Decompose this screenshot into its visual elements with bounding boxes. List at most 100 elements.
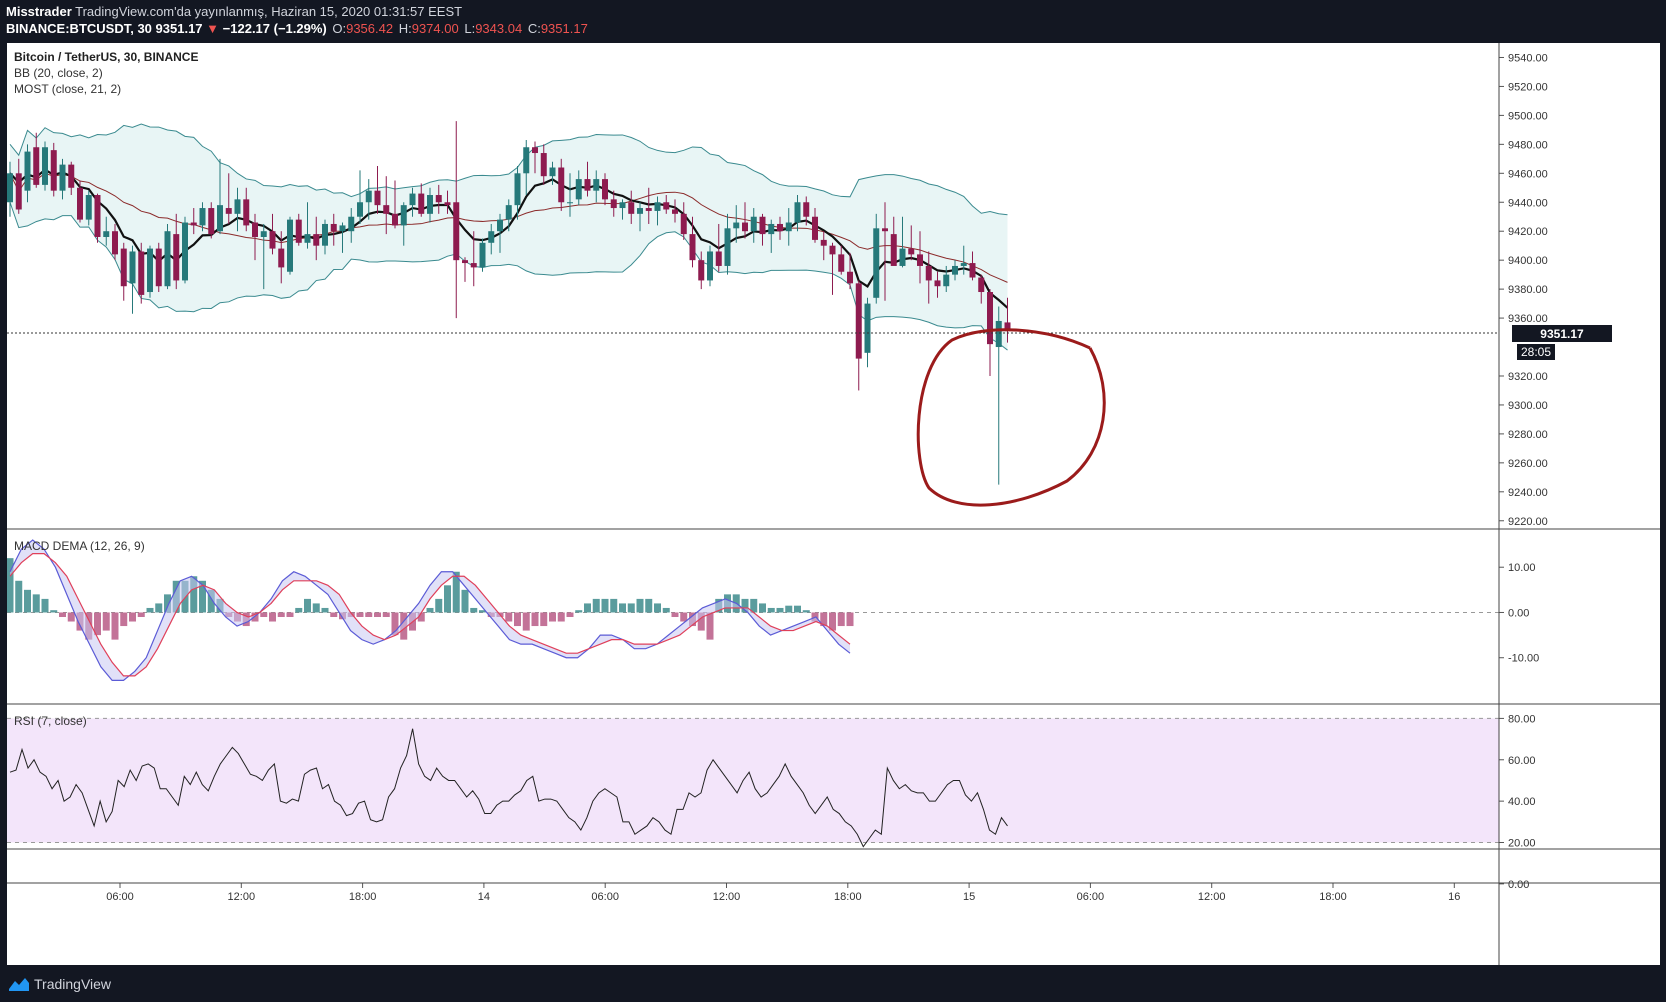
candle [339, 222, 346, 253]
macd-hist-bar [575, 610, 583, 613]
footer-brand[interactable]: TradingView [34, 976, 112, 992]
candle [383, 176, 390, 235]
candle [952, 260, 958, 281]
candle [59, 158, 66, 200]
candle-body [217, 205, 223, 232]
candle-body [164, 231, 171, 287]
candle [129, 245, 136, 314]
candle [50, 142, 57, 197]
candle-body [733, 222, 740, 229]
candle [777, 216, 783, 240]
candle-body [330, 223, 337, 232]
price-tick-label: 9400.00 [1508, 255, 1548, 267]
macd-hist-bar [444, 585, 451, 613]
candle [190, 208, 197, 235]
last-price-tag: 9351.17 [1512, 325, 1612, 342]
macd-hist-bar [461, 589, 469, 613]
candle [540, 144, 547, 185]
candle-body [252, 222, 258, 237]
candle-body [899, 248, 906, 266]
macd-hist-bar [802, 610, 810, 613]
candle [750, 208, 757, 243]
candle-body [470, 263, 477, 268]
candle [225, 173, 232, 224]
time-tick-label: 14 [478, 891, 490, 903]
chart-area[interactable]: 9540.00 9520.00 9500.00 9480.00 9460.00 9440.… [7, 43, 1660, 965]
macd-hist-bar [365, 612, 373, 617]
candle-body [322, 223, 328, 246]
candle-body [567, 202, 573, 204]
candle-body [680, 213, 687, 235]
candle-body [794, 202, 801, 223]
price-tick-label: 9220.00 [1508, 516, 1548, 528]
macd-hist-bar [15, 580, 23, 613]
candle-body [785, 222, 792, 232]
candle-body [234, 199, 241, 214]
ohlc-line: BINANCE:BTCUSDT, 30 9351.17 ▼ −122.17 (−… [6, 21, 588, 37]
macd-hist-bar [654, 603, 661, 613]
price-tick-label: 9500.00 [1508, 110, 1548, 122]
macd-hist-bar [391, 612, 399, 636]
macd-hist-bar [662, 607, 670, 613]
countdown-tag-text: 28:05 [1521, 345, 1551, 359]
macd-hist-bar [435, 598, 443, 613]
candle-body [698, 260, 705, 281]
candle-body [374, 190, 381, 206]
candle [672, 199, 678, 223]
candle [42, 141, 48, 191]
candle [882, 202, 888, 301]
macd-hist-bar [750, 598, 758, 613]
macd-hist-bar [759, 603, 766, 613]
candle [199, 202, 206, 232]
macd-hist-bar [120, 612, 128, 627]
candle [505, 199, 512, 232]
candle-body [278, 248, 285, 268]
candle [155, 242, 162, 293]
candle [969, 251, 976, 281]
candle [602, 173, 608, 206]
candle-body [444, 202, 451, 206]
macd-hist-bar [601, 598, 609, 613]
candle-body [750, 216, 757, 232]
candle-body [103, 231, 110, 237]
high-value: 9374.00 [411, 21, 459, 36]
candle-body [260, 231, 267, 237]
chart-canvas[interactable]: 9540.00 9520.00 9500.00 9480.00 9460.00 9440.… [7, 43, 1660, 965]
close-label: C: [527, 21, 541, 36]
candle-body [7, 173, 13, 203]
candle [418, 183, 425, 217]
candle-body [287, 219, 293, 272]
tradingview-logo-icon[interactable] [8, 976, 30, 992]
candle [313, 216, 320, 261]
candle [138, 242, 145, 304]
candle [523, 140, 530, 196]
candle-body [24, 151, 31, 191]
candle-body [637, 208, 643, 214]
pane-dividers [7, 43, 1660, 965]
rsi-tick-label: 20.00 [1508, 838, 1536, 850]
candle [348, 208, 355, 243]
macd-hist-bar [137, 612, 145, 617]
candle [304, 202, 311, 249]
macd-hist-bar [129, 612, 136, 622]
candle [252, 213, 258, 261]
candle-body [584, 179, 591, 191]
candle [925, 251, 932, 304]
candle [654, 196, 661, 226]
macd-hist-bar [24, 589, 31, 613]
candle-body [418, 193, 425, 214]
macd-hist-bar [794, 605, 801, 613]
candle-body [497, 219, 503, 232]
candle [24, 144, 31, 203]
candle-body [129, 251, 136, 284]
candle [392, 180, 398, 229]
macd-hist-bar [566, 612, 574, 617]
candle [7, 161, 13, 217]
candle [742, 202, 748, 239]
macd-hist-bar [680, 612, 688, 622]
candle [707, 245, 713, 287]
macd-hist-bar [260, 612, 268, 617]
candle-body [85, 195, 92, 220]
candle-body [523, 147, 530, 174]
candle [427, 187, 433, 223]
